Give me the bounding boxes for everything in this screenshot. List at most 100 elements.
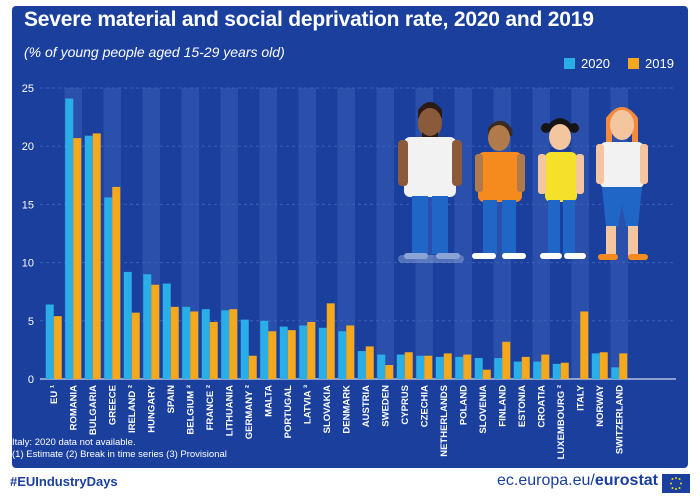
bar-2020 bbox=[84, 135, 93, 379]
eu-flag-icon bbox=[662, 474, 690, 493]
bar-2020 bbox=[474, 358, 483, 379]
x-tick-label: SWEDEN bbox=[380, 385, 391, 427]
bar-2020 bbox=[455, 356, 464, 379]
bar-2020 bbox=[240, 319, 249, 379]
bar-2019 bbox=[209, 321, 218, 379]
y-tick-label: 20 bbox=[22, 141, 34, 153]
x-tick-label: LUXEMBOURG ² bbox=[556, 385, 567, 459]
x-tick-label: FRANCE ² bbox=[205, 385, 216, 430]
x-tick-label: ROMANIA bbox=[68, 385, 79, 431]
bar-2020 bbox=[182, 306, 191, 379]
x-tick-label: SLOVAKIA bbox=[322, 385, 333, 434]
column-band bbox=[337, 88, 355, 379]
bar-2019 bbox=[619, 353, 628, 379]
bar-2019 bbox=[463, 354, 472, 379]
x-tick-label: AUSTRIA bbox=[361, 385, 372, 427]
bar-2019 bbox=[502, 341, 511, 379]
x-tick-label: IRELAND ² bbox=[127, 385, 138, 433]
bar-2020 bbox=[435, 356, 444, 379]
x-tick-label: SLOVENIA bbox=[478, 385, 489, 434]
y-tick-label: 5 bbox=[28, 316, 34, 328]
y-tick-label: 15 bbox=[22, 199, 34, 211]
person-illustration bbox=[398, 102, 464, 263]
bar-2020 bbox=[162, 283, 171, 379]
y-tick-label: 10 bbox=[22, 258, 34, 270]
x-tick-label: LATVIA ³ bbox=[302, 385, 313, 424]
note-flags: (1) Estimate (2) Break in time series (3… bbox=[12, 449, 227, 460]
column-band bbox=[298, 88, 316, 379]
bar-2020 bbox=[143, 274, 152, 379]
x-tick-label: DENMARK bbox=[341, 385, 352, 434]
x-tick-label: CYPRUS bbox=[400, 385, 411, 425]
x-tick-label: PORTUGAL bbox=[283, 385, 294, 439]
bar-2019 bbox=[287, 330, 296, 379]
y-tick-label: 25 bbox=[22, 83, 34, 95]
legend-item-2019: 2019 bbox=[628, 56, 674, 71]
person-illustration bbox=[596, 107, 648, 260]
bar-2020 bbox=[65, 98, 74, 379]
x-tick-label: MALTA bbox=[263, 385, 274, 417]
x-tick-label: CROATIA bbox=[536, 385, 547, 428]
eurostat-brand: eurostat bbox=[594, 472, 658, 489]
bar-2019 bbox=[112, 186, 121, 379]
bar-2020 bbox=[552, 363, 561, 379]
bar-2019 bbox=[248, 355, 257, 379]
bar-2020 bbox=[416, 355, 425, 379]
person-illustration bbox=[472, 120, 526, 259]
bar-2020 bbox=[123, 271, 132, 379]
bar-2019 bbox=[151, 284, 160, 379]
bar-2019 bbox=[131, 312, 140, 379]
x-tick-label: POLAND bbox=[458, 385, 469, 425]
x-tick-label: GERMANY ² bbox=[244, 385, 255, 439]
bar-2020 bbox=[396, 354, 405, 379]
x-tick-label: BELGIUM ² bbox=[185, 385, 196, 435]
site-url: ec.europa.eu/ bbox=[497, 472, 595, 489]
eurostat-url[interactable]: ec.europa.eu/eurostat bbox=[497, 472, 658, 490]
legend-item-2020: 2020 bbox=[564, 56, 610, 71]
bar-2019 bbox=[385, 365, 394, 379]
bar-2020 bbox=[279, 326, 288, 379]
x-tick-label: BULGARIA bbox=[88, 385, 99, 435]
bar-2019 bbox=[346, 325, 355, 379]
bar-2019 bbox=[541, 354, 550, 379]
legend-swatch-2019 bbox=[628, 58, 639, 69]
people-illustration bbox=[398, 102, 648, 263]
bar-2019 bbox=[73, 138, 82, 379]
bar-2019 bbox=[365, 346, 374, 379]
hashtag: #EUIndustryDays bbox=[10, 474, 118, 489]
column-band bbox=[376, 88, 394, 379]
bar-2019 bbox=[268, 331, 277, 379]
bar-2020 bbox=[611, 367, 620, 379]
chart-title: Severe material and social deprivation r… bbox=[24, 8, 594, 31]
x-tick-label: ITALY bbox=[575, 384, 586, 411]
column-band bbox=[181, 88, 199, 379]
bar-2019 bbox=[521, 356, 530, 379]
y-tick-label: 0 bbox=[28, 374, 34, 386]
column-band bbox=[220, 88, 238, 379]
x-tick-label: CZECHIA bbox=[419, 385, 430, 427]
x-tick-label: GREECE bbox=[107, 385, 118, 425]
x-tick-label: ESTONIA bbox=[517, 385, 528, 427]
bar-2020 bbox=[201, 309, 210, 379]
x-tick-label: LITHUANIA bbox=[224, 385, 235, 436]
bar-2020 bbox=[104, 197, 113, 379]
x-tick-label: SWITZERLAND bbox=[614, 385, 625, 454]
bar-2019 bbox=[580, 311, 589, 379]
legend-label-2020: 2020 bbox=[581, 56, 610, 71]
bar-2019 bbox=[307, 321, 316, 379]
bar-2019 bbox=[599, 352, 608, 379]
bar-2020 bbox=[357, 351, 366, 379]
column-band bbox=[454, 88, 472, 379]
legend-swatch-2020 bbox=[564, 58, 575, 69]
bar-2019 bbox=[404, 352, 413, 379]
bar-2019 bbox=[92, 133, 101, 379]
bar-2020 bbox=[45, 304, 54, 379]
bar-2019 bbox=[190, 311, 199, 379]
legend-label-2019: 2019 bbox=[645, 56, 674, 71]
bar-2020 bbox=[260, 320, 269, 379]
x-tick-label: NETHERLANDS bbox=[439, 385, 450, 457]
bar-2020 bbox=[591, 353, 600, 379]
bar-2020 bbox=[513, 361, 522, 379]
